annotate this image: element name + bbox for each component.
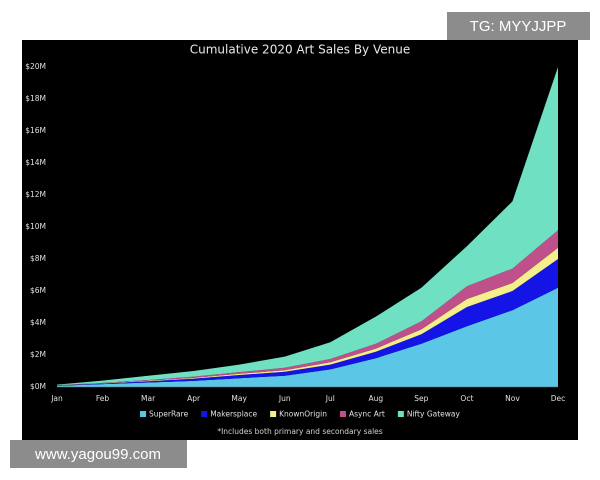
legend-label: SuperRare xyxy=(149,410,189,419)
legend-swatch xyxy=(140,411,147,417)
y-tick-label: $14M xyxy=(25,158,46,167)
legend-label: Async Art xyxy=(349,410,385,419)
x-tick-label: Jan xyxy=(50,394,63,403)
y-tick-label: $8M xyxy=(30,254,46,263)
y-tick-label: $16M xyxy=(25,126,46,135)
legend-swatch xyxy=(397,411,404,417)
y-tick-label: $10M xyxy=(25,222,46,231)
y-tick-label: $6M xyxy=(30,286,46,295)
legend-label: KnownOrigin xyxy=(279,410,327,419)
area xyxy=(57,287,558,387)
x-tick-label: Oct xyxy=(460,394,473,403)
watermark-box xyxy=(10,440,187,468)
watermark: www.yagou99.com xyxy=(34,446,161,463)
x-tick-label: Aug xyxy=(368,394,383,403)
area xyxy=(57,259,558,386)
chart-title: Cumulative 2020 Art Sales By Venue xyxy=(190,43,410,57)
legend-swatch xyxy=(270,411,277,417)
x-tick-label: Sep xyxy=(414,394,428,403)
x-tick-label: Dec xyxy=(551,394,566,403)
y-tick-label: $2M xyxy=(30,350,46,359)
y-tick-label: $20M xyxy=(25,62,46,71)
area xyxy=(57,67,558,386)
y-tick-label: $18M xyxy=(25,94,46,103)
x-tick-label: Jun xyxy=(278,394,291,403)
x-tick-label: Feb xyxy=(96,394,110,403)
y-tick-label: $4M xyxy=(30,318,46,327)
footnote: *Includes both primary and secondary sal… xyxy=(217,427,382,436)
watermark-box xyxy=(447,12,590,40)
legend-label: Nifty Gateway xyxy=(407,410,461,419)
x-tick-label: Apr xyxy=(187,394,201,403)
x-tick-label: May xyxy=(231,394,247,403)
x-tick-label: Jul xyxy=(325,394,335,403)
legend-label: Makersplace xyxy=(210,410,257,419)
plot-area: $0M $2M $4M $6M $8M $10M $12M $14M $16M $18M $20M J… xyxy=(25,62,565,403)
y-tick-label: $0M xyxy=(30,382,46,391)
x-tick-label: Mar xyxy=(141,394,156,403)
y-tick-label: $12M xyxy=(25,190,46,199)
watermark: TG: MYYJJPP xyxy=(470,18,567,35)
legend: SuperRare Makersplace KnownOrigin Async Art… xyxy=(140,410,461,419)
legend-swatch xyxy=(201,411,208,417)
x-tick-label: Nov xyxy=(505,394,520,403)
legend-swatch xyxy=(339,411,346,417)
